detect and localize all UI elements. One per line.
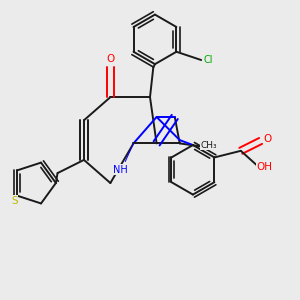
Text: OH: OH	[256, 162, 273, 172]
Text: Cl: Cl	[204, 55, 213, 65]
Text: S: S	[11, 196, 18, 206]
Text: NH: NH	[113, 165, 128, 175]
Text: O: O	[106, 54, 115, 64]
Text: CH₃: CH₃	[200, 140, 217, 149]
Text: O: O	[263, 134, 271, 144]
